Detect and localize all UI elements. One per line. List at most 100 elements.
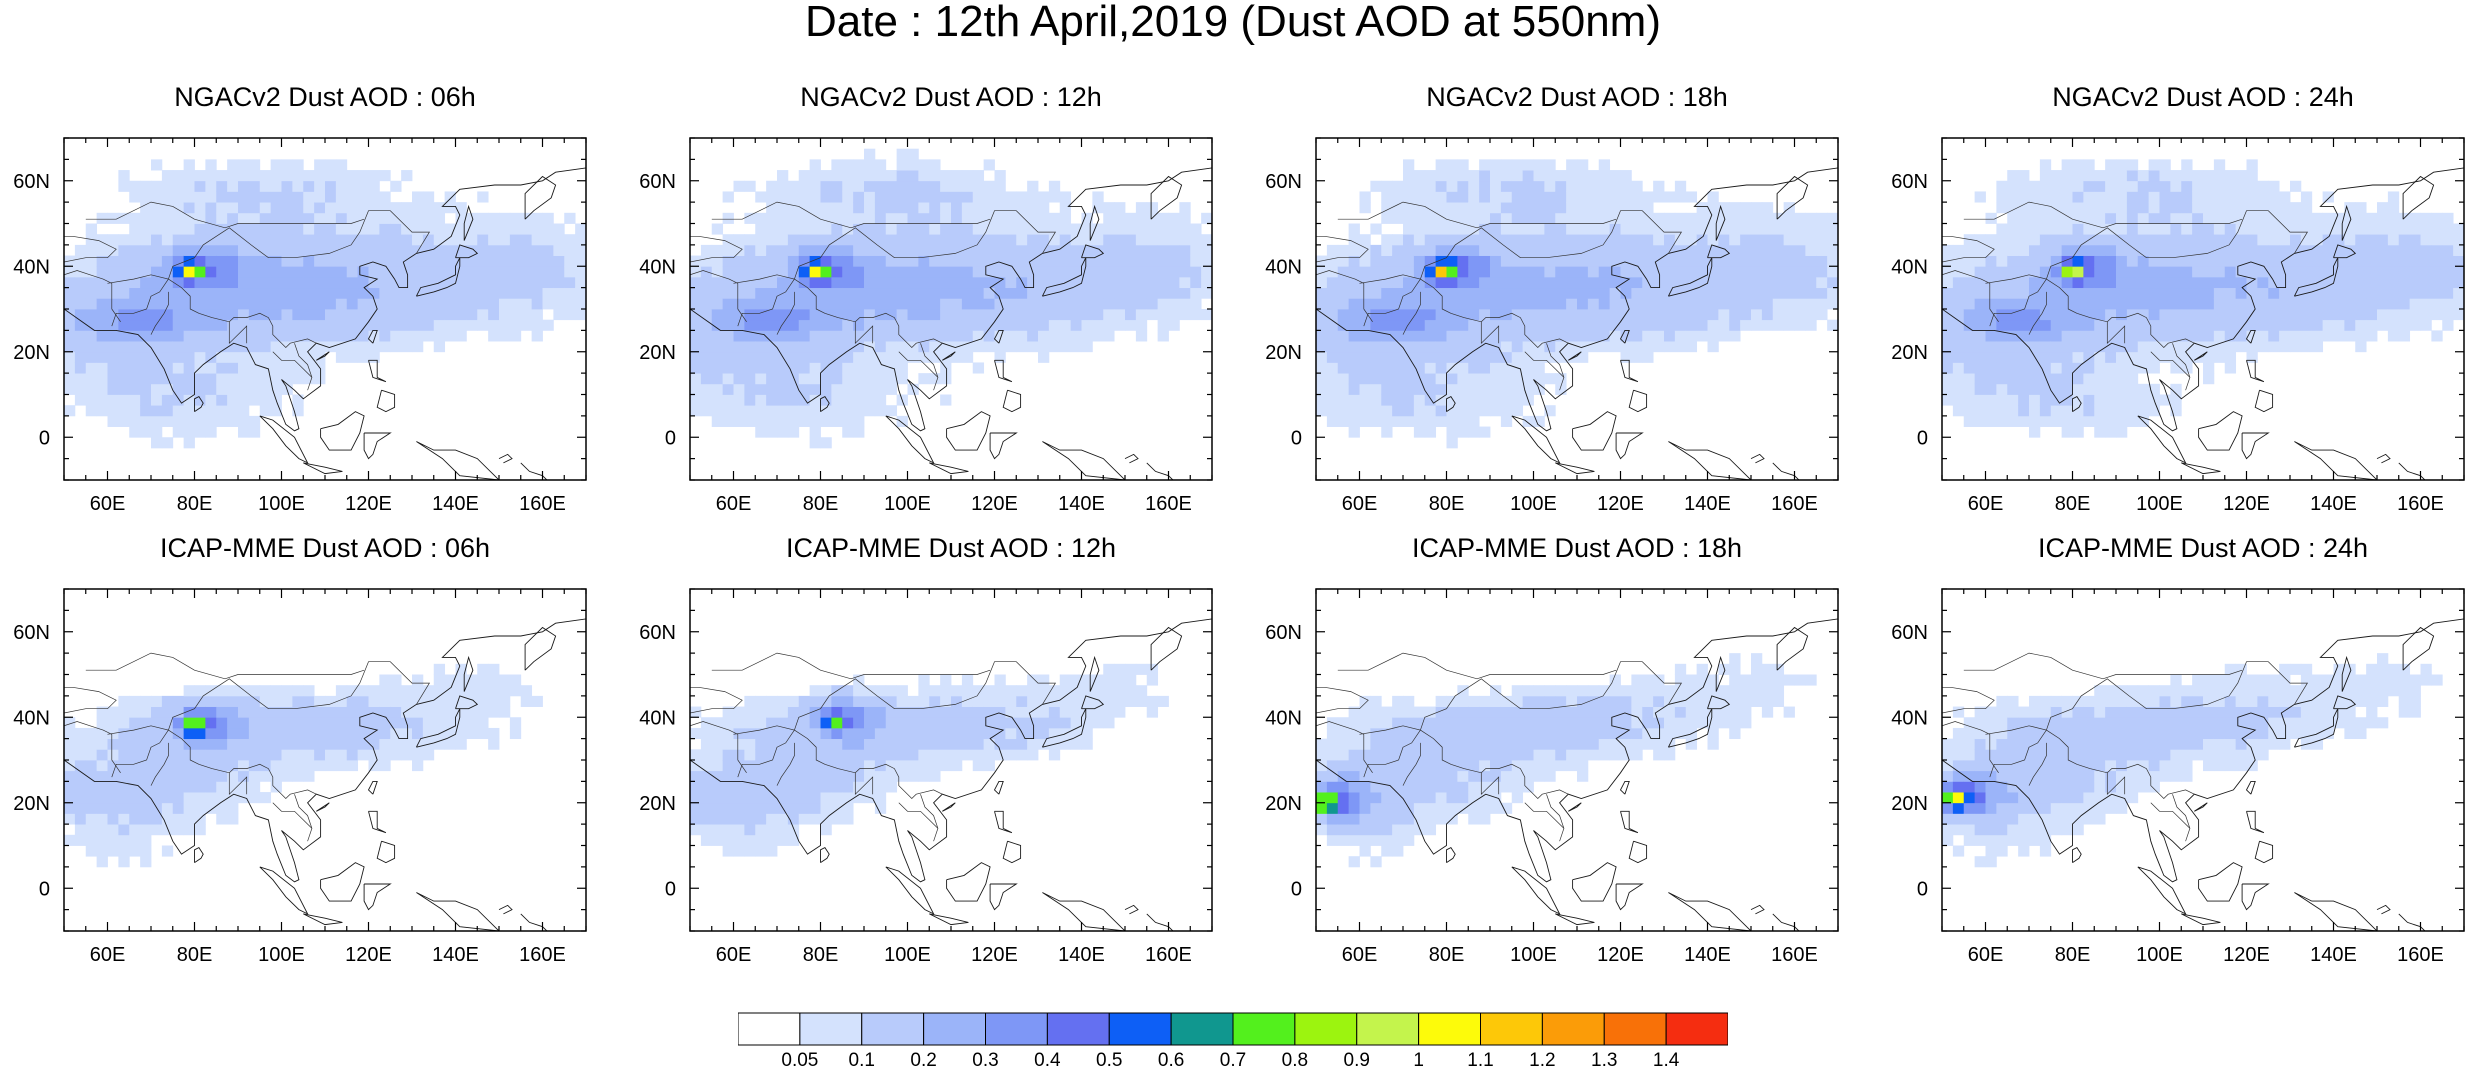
lat-tick-label: 20N — [13, 793, 50, 815]
lat-tick-label: 0 — [1291, 427, 1302, 449]
map-panel: ICAP-MME Dust AOD : 12h 60E 80E 100E 120E 140… — [630, 533, 1232, 985]
aod-field — [1942, 589, 2464, 931]
colorbar-swatch — [799, 1012, 863, 1046]
lon-tick-label: 140E — [1058, 493, 1105, 515]
coastlines — [690, 167, 1212, 480]
lon-tick-label: 140E — [1684, 493, 1731, 515]
aod-map: 60E 80E 100E 120E 140E 160E 0 20N 40N 60N — [639, 137, 1213, 515]
country-borders — [64, 652, 431, 842]
lon-tick-label: 120E — [345, 944, 392, 966]
colorbar-swatch — [1418, 1012, 1482, 1046]
aod-map: 60E 80E 100E 120E 140E 160E 0 20N 40N 60N — [1265, 137, 1839, 515]
lon-tick-label: 100E — [258, 493, 305, 515]
lat-tick-label: 40N — [1265, 256, 1302, 278]
lon-tick-label: 140E — [1684, 944, 1731, 966]
lon-tick-label: 160E — [1145, 944, 1192, 966]
lon-tick-label: 120E — [1597, 944, 1644, 966]
lon-tick-label: 160E — [1771, 493, 1818, 515]
lon-tick-label: 60E — [90, 944, 126, 966]
lat-tick-label: 20N — [1891, 342, 1928, 364]
coastlines — [1942, 618, 2464, 931]
colorbar-swatch — [1541, 1012, 1605, 1046]
colorbar-swatch — [1294, 1012, 1358, 1046]
lat-tick-label: 0 — [1291, 878, 1302, 900]
lat-tick-label: 40N — [1891, 256, 1928, 278]
figure-title: Date : 12th April,2019 (Dust AOD at 550n… — [804, 0, 1661, 46]
colorbar-label: 0.05 — [781, 1050, 818, 1068]
colorbar-swatch — [1665, 1012, 1728, 1046]
coastlines — [690, 618, 1212, 931]
colorbar-swatch — [1480, 1012, 1543, 1046]
country-borders — [1316, 201, 1683, 391]
colorbar-label: 1.2 — [1529, 1050, 1555, 1068]
panel-title: ICAP-MME Dust AOD : 12h — [785, 533, 1117, 563]
coastlines — [64, 167, 586, 480]
panel-title: NGACv2 Dust AOD : 06h — [174, 82, 476, 112]
country-borders — [1942, 201, 2309, 391]
map-panel: NGACv2 Dust AOD : 12h 60E 80E 100E 120E 140E 1… — [630, 82, 1232, 534]
colorbar-label: 0.4 — [1034, 1050, 1061, 1068]
lon-tick-label: 140E — [2310, 944, 2357, 966]
panel-title: ICAP-MME Dust AOD : 24h — [2037, 533, 2369, 563]
lat-tick-label: 40N — [1265, 707, 1302, 729]
lon-tick-label: 80E — [2055, 944, 2091, 966]
lat-tick-label: 60N — [639, 622, 676, 644]
map-panel: NGACv2 Dust AOD : 24h 60E 80E 100E 120E 140E 1… — [1882, 82, 2466, 534]
lat-tick-label: 20N — [13, 342, 50, 364]
colorbar-label: 0.6 — [1158, 1050, 1184, 1068]
lat-tick-label: 60N — [1265, 171, 1302, 193]
lon-tick-label: 120E — [971, 944, 1018, 966]
colorbar-label: 0.9 — [1344, 1050, 1370, 1068]
lat-tick-label: 40N — [13, 707, 50, 729]
lat-tick-label: 0 — [39, 427, 50, 449]
lon-tick-label: 80E — [2055, 493, 2091, 515]
colorbar-swatch — [1232, 1012, 1296, 1046]
lon-tick-label: 160E — [2397, 493, 2444, 515]
lat-tick-label: 0 — [1917, 878, 1928, 900]
colorbar-label: 0.3 — [972, 1050, 998, 1068]
lon-tick-label: 100E — [884, 944, 931, 966]
lon-tick-label: 80E — [803, 493, 839, 515]
colorbar-label: 1.3 — [1591, 1050, 1617, 1068]
colorbar-swatch — [861, 1012, 925, 1046]
lat-tick-label: 60N — [1891, 171, 1928, 193]
lat-tick-label: 20N — [1265, 342, 1302, 364]
colorbar-label: 0.2 — [910, 1050, 936, 1068]
aod-field — [690, 589, 1212, 931]
lon-tick-label: 60E — [716, 944, 752, 966]
lat-tick-label: 20N — [1891, 793, 1928, 815]
lat-tick-label: 60N — [639, 171, 676, 193]
country-borders — [690, 652, 1057, 842]
lon-tick-label: 140E — [2310, 493, 2357, 515]
lon-tick-label: 100E — [1510, 944, 1557, 966]
aod-field — [1942, 138, 2464, 480]
colorbar-label: 0.1 — [849, 1050, 875, 1068]
colorbar: 0.05 0.1 0.2 0.3 0.4 0.5 0.6 0.7 0.8 0.9 1 1.1 1.2 1.… — [738, 1012, 1728, 1068]
lon-tick-label: 80E — [1429, 944, 1465, 966]
aod-field — [64, 138, 586, 480]
aod-field — [1316, 589, 1838, 931]
colorbar-swatch — [985, 1012, 1048, 1046]
lat-tick-label: 60N — [1891, 622, 1928, 644]
country-borders — [1942, 652, 2309, 842]
lon-tick-label: 120E — [345, 493, 392, 515]
aod-field — [690, 138, 1212, 480]
aod-map: 60E 80E 100E 120E 140E 160E 0 20N 40N 60N — [13, 588, 587, 966]
colorbar-swatch — [1170, 1012, 1234, 1046]
lon-tick-label: 80E — [1429, 493, 1465, 515]
panel-title: NGACv2 Dust AOD : 12h — [800, 82, 1102, 112]
aod-map: 60E 80E 100E 120E 140E 160E 0 20N 40N 60N — [1891, 137, 2465, 515]
coastlines — [1316, 167, 1838, 480]
lon-tick-label: 60E — [1342, 944, 1378, 966]
lon-tick-label: 160E — [519, 493, 566, 515]
lon-tick-label: 100E — [884, 493, 931, 515]
lon-tick-label: 100E — [1510, 493, 1557, 515]
lat-tick-label: 40N — [13, 256, 50, 278]
aod-map: 60E 80E 100E 120E 140E 160E 0 20N 40N 60N — [1265, 588, 1839, 966]
lat-tick-label: 0 — [1917, 427, 1928, 449]
lon-tick-label: 120E — [1597, 493, 1644, 515]
colorbar-swatch — [738, 1012, 801, 1046]
colorbar-label: 1 — [1413, 1050, 1424, 1068]
coastlines — [64, 618, 586, 931]
map-panel: NGACv2 Dust AOD : 06h 60E 80E 100E 120E 140E 1… — [4, 82, 606, 534]
